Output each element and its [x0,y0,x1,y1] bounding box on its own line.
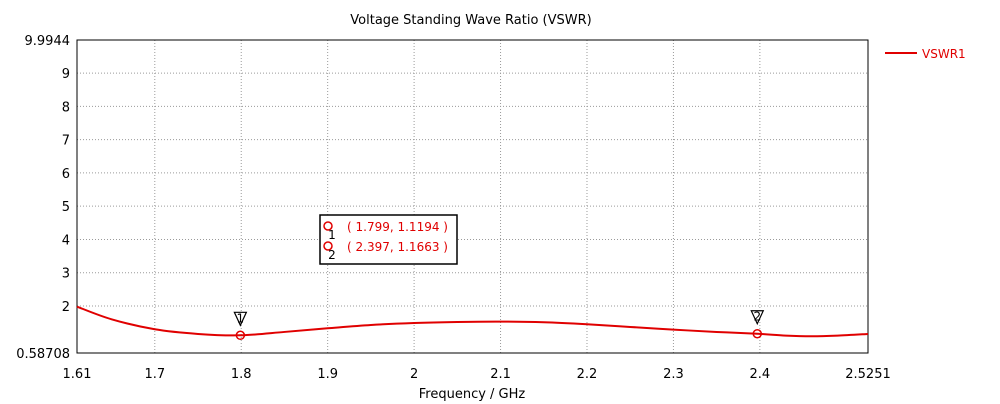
readout-value-1: ( 1.799, 1.1194 ) [347,220,448,234]
marker-readout-box: 1 ( 1.799, 1.1194 ) 2 ( 2.397, 1.1663 ) [319,214,458,265]
x-tick-label: 2 [410,367,418,382]
marker-point-2 [752,328,763,339]
marker-point-1 [235,330,246,341]
x-tick-label: 1.9 [317,367,338,382]
y-tick-label: 3 [62,267,70,282]
x-axis-label: Frequency / GHz [419,387,526,402]
series-layer [76,305,869,338]
chart-title: Voltage Standing Wave Ratio (VSWR) [350,13,591,28]
y-tick-label: 7 [62,134,70,149]
x-tick-label: 1.8 [231,367,252,382]
marker-flag-label-2: 2 [753,310,761,324]
y-tick-label: 8 [62,100,70,115]
grid [77,40,868,353]
readout-frame [319,214,458,265]
y-tick-label: 4 [62,233,70,248]
x-axis-ticks: 1.61 1.7 1.8 1.9 2 2.1 2.2 2.3 2.4 2.5251 [63,367,891,382]
x-tick-label: 2.1 [490,367,511,382]
readout-marker-icon [323,241,333,251]
y-tick-label: 0.58708 [16,347,70,362]
series-line-vswr1 [76,305,869,338]
legend-label-vswr1: VSWR1 [922,47,966,61]
x-tick-label: 2.3 [663,367,684,382]
y-tick-label: 6 [62,167,70,182]
y-axis-ticks: 0.58708 2 3 4 5 6 7 8 9 9.9944 [16,34,70,362]
y-tick-label: 2 [62,300,70,315]
marker-flag-1 [233,311,248,327]
y-tick-label: 5 [62,200,70,215]
x-tick-label: 2.5251 [845,367,891,382]
readout-value-2: ( 2.397, 1.1663 ) [347,240,448,254]
plot-frame [76,39,869,354]
readout-marker-id-1: 1 [328,228,336,242]
readout-marker-icon [323,221,333,231]
marker-flag-label-1: 1 [237,311,245,325]
readout-marker-id-2: 2 [328,248,336,262]
y-tick-label: 9.9944 [25,34,71,49]
x-tick-label: 1.7 [144,367,165,382]
x-tick-label: 1.61 [63,367,92,382]
marker-flag-2 [750,310,765,326]
legend: VSWR1 [885,47,966,61]
x-tick-label: 2.4 [750,367,771,382]
y-tick-label: 9 [62,67,70,82]
x-tick-label: 2.2 [577,367,598,382]
